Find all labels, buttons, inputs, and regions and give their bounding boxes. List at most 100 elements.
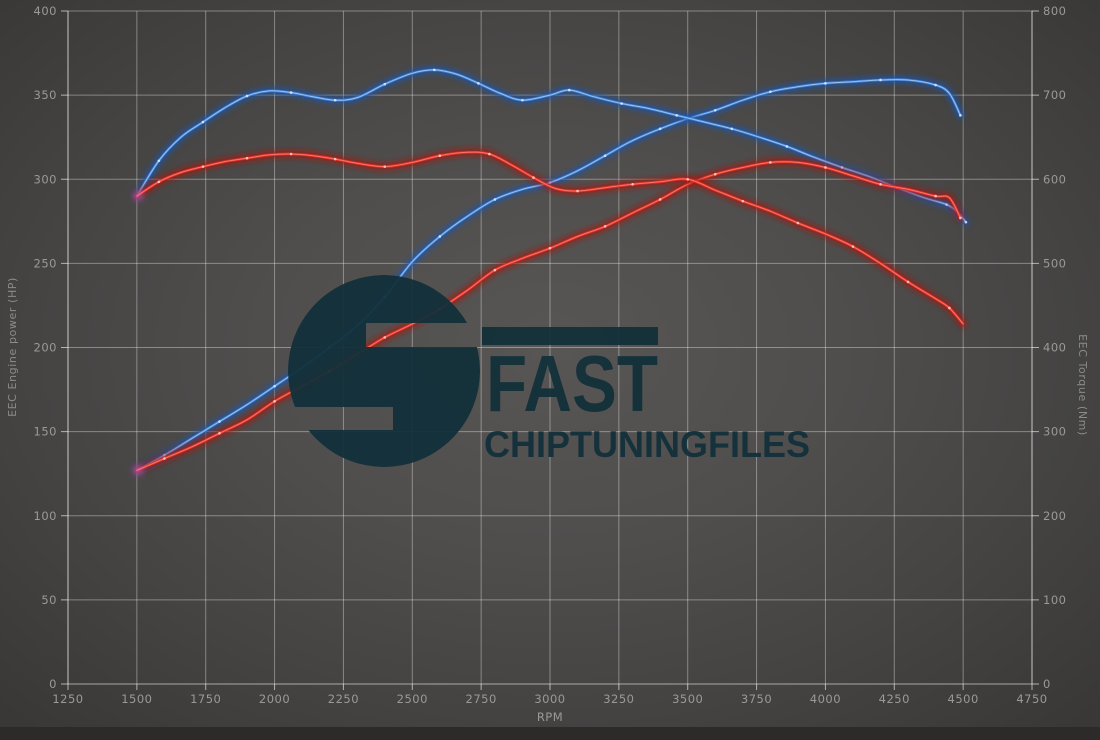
y-right-tick-label: 800 [1043,4,1066,18]
x-tick-label: 3000 [534,692,565,706]
torque-tuned-sample-dot [964,220,968,224]
engine-power-tuned-sample-dot [438,235,442,238]
torque-tuned-sample-dot [785,145,789,148]
torque-tuned-sample-dot [433,68,436,72]
y-right-tick-label: 0 [1043,677,1051,691]
engine-power-tuned-sample-dot [218,420,221,423]
torque-original-sample-dot [488,152,491,156]
y-right-tick-label: 600 [1043,172,1066,186]
y-right-tick-label: 100 [1043,593,1066,607]
engine-power-original-sample-dot [218,432,221,435]
x-tick-label: 4250 [879,692,910,706]
x-tick-label: 3250 [603,692,634,706]
x-tick-label: 1750 [190,692,221,706]
right-axis-title: EEC Torque (Nm) [1076,334,1089,436]
torque-tuned-sample-dot [383,82,387,86]
x-tick-label: 1500 [121,692,152,706]
torque-tuned-sample-dot [333,98,337,102]
engine-power-original-sample-dot [769,161,772,164]
y-left-tick-label: 150 [34,425,57,439]
torque-original-sample-dot [383,165,387,168]
torque-tuned-sample-dot [840,166,844,169]
torque-original-sample-dot [796,221,800,225]
torque-tuned-sample-dot [567,88,571,92]
torque-tuned-sample-dot [675,114,678,117]
engine-power-original-sample-dot [959,216,962,220]
torque-original-sample-dot [157,180,161,184]
left-axis-title: EEC Engine power (HP) [6,277,19,417]
torque-original-sample-dot [576,189,579,193]
engine-power-tuned-sample-dot [713,108,717,112]
y-left-tick-label: 100 [34,509,57,523]
engine-power-original-sample-dot [273,400,276,403]
engine-power-original-sample-dot [603,225,607,228]
torque-original-sample-dot [948,306,951,310]
x-tick-label: 2500 [397,692,428,706]
overlap-glow-start-power [133,465,144,476]
engine-power-tuned-sample-dot [934,83,937,87]
torque-tuned-sample-dot [945,203,948,206]
bottom-band [0,727,1100,740]
torque-original-sample-dot [631,182,634,186]
watermark-logo: FAST CHIPTUNINGFILES [288,275,810,467]
x-axis-title: RPM [537,710,563,724]
y-right-tick-label: 500 [1043,256,1066,270]
torque-original-sample-dot [532,176,535,179]
torque-original-sample-dot [438,154,442,157]
logo-s-icon [288,275,480,467]
engine-power-original-sample-dot [713,172,717,176]
torque-tuned-sample-dot [289,91,293,94]
y-left-tick-label: 400 [34,4,57,18]
engine-power-original-sample-dot [934,194,937,198]
logo-subbrand-text: CHIPTUNINGFILES [484,424,810,465]
logo-bar [482,327,658,345]
torque-original-sample-dot [201,165,205,168]
engine-power-tuned-sample-dot [959,114,962,117]
engine-power-tuned-sample-dot [658,127,662,131]
x-tick-label: 3500 [672,692,703,706]
engine-power-tuned-curve-core [136,79,961,471]
y-left-tick-label: 50 [41,593,57,607]
x-tick-label: 4750 [1016,692,1047,706]
x-tick-label: 1250 [52,692,83,706]
engine-power-original-sample-dot [163,457,166,460]
torque-tuned-sample-dot [521,98,524,102]
y-left-tick-label: 200 [34,341,57,355]
torque-original-sample-dot [245,156,249,160]
torque-tuned-sample-dot [730,127,734,131]
x-tick-label: 2000 [259,692,290,706]
engine-power-tuned-sample-dot [273,384,276,388]
y-left-tick-label: 0 [49,677,57,691]
torque-tuned-sample-dot [620,102,623,105]
torque-original-sample-dot [906,280,910,284]
y-left-tick-label: 250 [34,256,57,270]
plot-area: 1250 1500 1750 2000 2250 2500 2750 3000 3250 3500… [34,4,1066,706]
torque-tuned-sample-dot [201,120,205,124]
torque-tuned-curve-core [136,69,967,223]
x-tick-label: 4000 [810,692,841,706]
y-right-tick-label: 400 [1043,341,1066,355]
y-right-tick-label: 200 [1043,509,1066,523]
torque-original-sample-dot [333,157,337,161]
engine-power-original-sample-dot [548,246,552,250]
torque-original-sample-dot [289,152,293,156]
engine-power-original-sample-dot [824,166,827,169]
engine-power-original-sample-dot [493,268,497,272]
logo-brand-text: FAST [486,339,658,428]
x-tick-label: 2750 [466,692,497,706]
y-right-tick-label: 300 [1043,425,1066,439]
y-right-tick-label: 700 [1043,88,1066,102]
engine-power-original-sample-dot [879,182,882,186]
torque-tuned-sample-dot [245,94,249,98]
engine-power-tuned-sample-dot [769,90,772,94]
torque-original-sample-dot [741,199,745,203]
torque-tuned-sample-dot [157,159,161,163]
y-left-tick-label: 350 [34,88,57,102]
x-tick-label: 3750 [741,692,772,706]
engine-power-original-sample-dot [658,198,662,201]
torque-original-sample-dot [686,177,690,181]
engine-power-tuned-sample-dot [493,198,497,201]
engine-power-original-curve-core [136,161,961,471]
